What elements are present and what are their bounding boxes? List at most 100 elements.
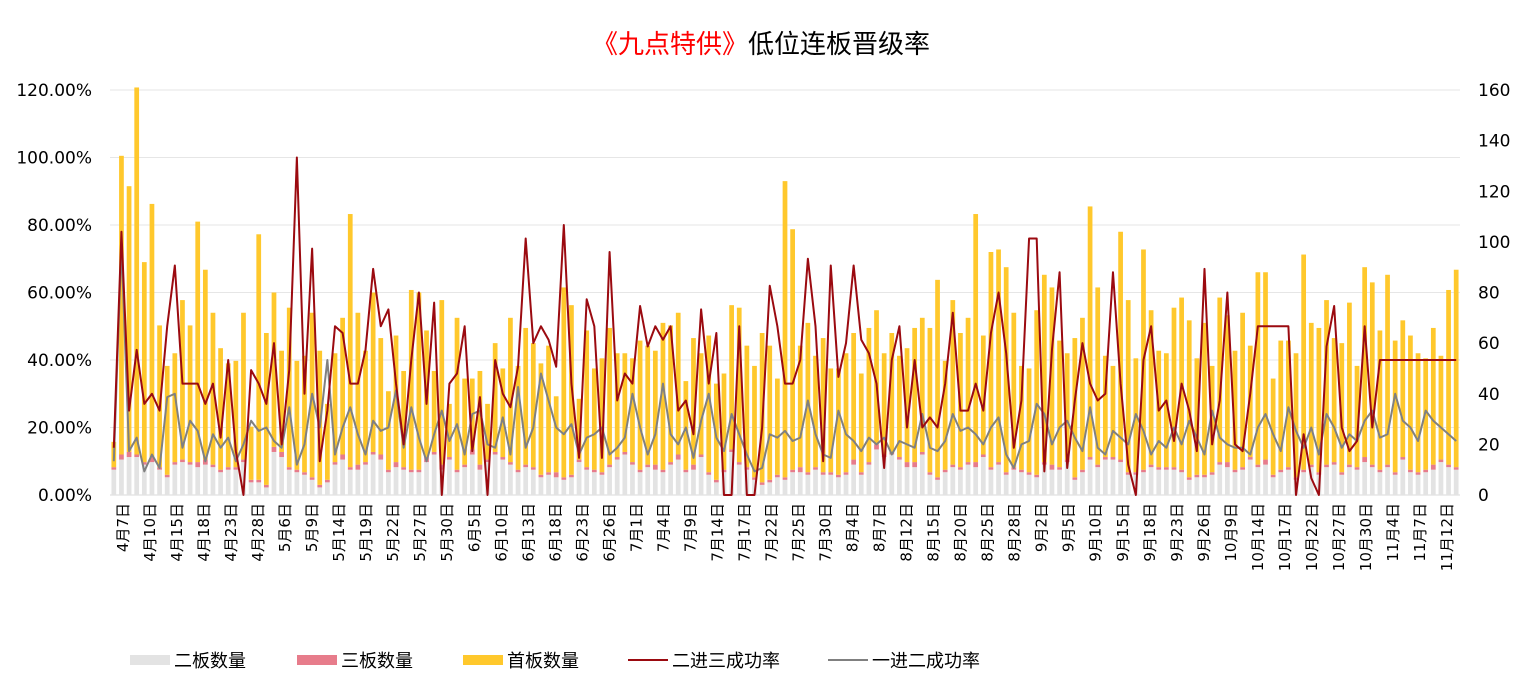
second-board-bar [675,459,681,495]
x-tick-label: 5月22日 [384,503,402,562]
first-board-bar [1324,300,1329,465]
third-board-bar [1339,472,1345,475]
first-board-bar [1118,231,1123,460]
third-board-bar [836,474,841,478]
third-board-bar [1270,474,1276,478]
third-board-bar [1102,457,1108,460]
second-board-bar [363,464,368,495]
x-tick-label: 4月28日 [249,503,267,562]
first-board-bar [370,292,376,452]
second-board-bar [1324,467,1329,495]
first-board-bar [645,345,651,465]
second-board-bar [591,472,597,495]
third-board-bar [897,457,902,460]
second-board-bar [599,474,605,495]
legend-label: 三板数量 [341,651,413,672]
first-board-bar [1034,310,1040,475]
second-board-bar [141,464,147,495]
second-board-bar [660,472,666,495]
second-board-bar [1423,472,1429,495]
second-board-bar [210,467,216,495]
first-board-bar [332,353,338,463]
second-board-bar [889,454,895,495]
first-board-bar [584,330,590,468]
third-board-bar [759,482,765,485]
third-board-bar [935,477,940,480]
second-board-bar [569,477,574,495]
first-board-bar [912,327,918,463]
third-board-bar [1049,464,1055,470]
first-board-bar [729,305,734,450]
first-board-bar [363,350,368,463]
second-board-bar [317,487,323,495]
first-board-bar [126,186,132,452]
second-board-bar [225,469,231,495]
x-tick-label: 8月25日 [979,503,997,562]
first-board-bar [797,345,803,468]
third-board-bar [1232,469,1238,473]
x-tick-label: 11月4日 [1384,503,1402,562]
x-tick-label: 9月2日 [1033,503,1051,552]
third-board-bar [942,469,948,473]
third-board-bar [1369,464,1375,468]
third-board-bar [462,464,468,468]
second-board-bar [1339,474,1345,495]
second-board-bar [1026,474,1032,495]
first-board-bar [660,322,666,470]
first-board-bar [996,249,1001,463]
second-board-bar [134,457,140,495]
third-board-bar [904,462,910,468]
first-board-bar [576,398,582,460]
third-board-bar [1415,472,1421,475]
first-board-bar [1171,307,1177,468]
left-axis-tick-label: 40.00% [27,351,92,371]
second-board-bar [347,469,353,495]
second-board-bar [1141,472,1146,495]
third-board-bar [477,464,483,470]
left-axis-tick-label: 100.00% [16,149,92,169]
second-board-bar [1270,477,1276,495]
right-axis-tick-label: 100 [1478,233,1510,253]
x-tick-label: 9月15日 [1114,503,1132,562]
first-board-bar [1110,365,1116,458]
third-board-bar [1179,469,1184,473]
first-board-bar [1247,345,1253,458]
second-board-bar [553,477,559,495]
third-board-bar [591,469,597,473]
first-board-bar [1377,330,1383,470]
third-board-bar [408,469,414,473]
first-board-bar [942,360,948,470]
third-board-bar [1209,472,1215,475]
x-tick-label: 7月17日 [735,503,753,562]
first-board-bar [744,345,750,468]
second-board-bar [1446,467,1451,495]
third-board-bar [149,457,155,463]
first-board-bar [439,300,445,465]
first-board-bar [546,345,551,473]
legend-swatch [463,655,503,665]
third-board-bar [1194,474,1200,478]
second-board-bar [126,457,132,495]
second-board-bar [157,469,162,495]
second-board-bar [1125,474,1131,495]
first-board-bar [347,214,353,468]
third-board-bar [813,467,818,470]
first-board-bar [965,317,971,463]
third-board-bar [172,462,178,465]
third-board-bar [538,474,544,478]
x-tick-label: 8月20日 [952,503,970,562]
first-board-bar [1430,327,1436,465]
third-board-bar [1362,457,1368,463]
second-board-bar [775,477,780,495]
x-tick-label: 7月30日 [817,503,835,562]
third-board-bar [195,462,201,468]
third-board-bar [706,472,712,475]
third-board-bar [691,464,696,470]
second-board-bar [790,472,795,495]
first-board-bar [195,221,201,463]
third-board-bar [767,479,773,483]
x-tick-label: 6月26日 [600,503,618,562]
second-board-bar [233,469,239,495]
first-board-bar [1026,368,1032,473]
second-board-bar [1400,459,1406,495]
